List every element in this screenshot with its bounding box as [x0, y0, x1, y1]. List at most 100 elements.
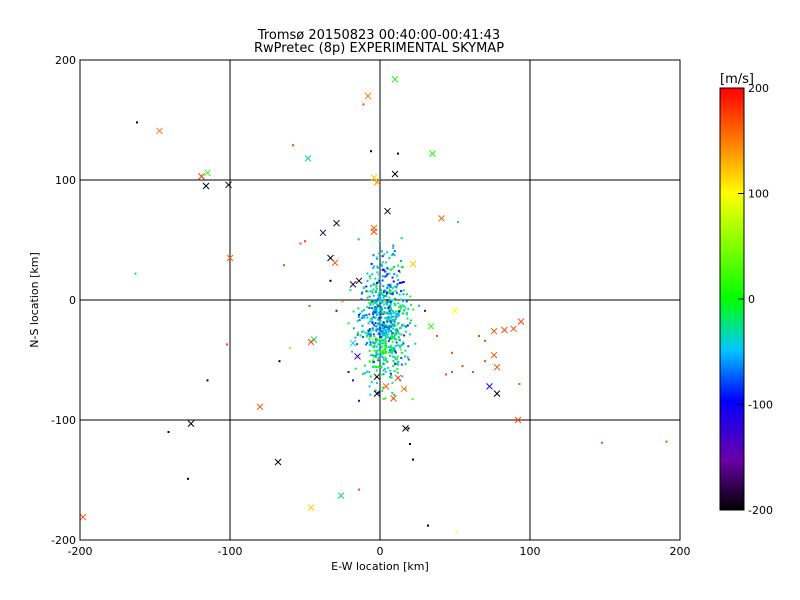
- cluster-dot: [373, 265, 376, 268]
- cluster-dot: [376, 349, 379, 352]
- cluster-dot: [390, 325, 393, 328]
- scatter-dot: [427, 524, 429, 527]
- cluster-dot: [387, 366, 390, 369]
- cluster-dot: [390, 348, 393, 351]
- cluster-dot: [391, 315, 394, 318]
- cluster-dot: [391, 323, 394, 326]
- cluster-dot: [373, 306, 376, 309]
- scatter-cross: [493, 363, 501, 371]
- cluster-dot: [393, 272, 396, 275]
- cluster-dot: [396, 291, 399, 294]
- cluster-dot: [402, 305, 405, 308]
- cluster-dot: [392, 365, 395, 368]
- cluster-dot: [380, 365, 383, 368]
- cluster-dot: [374, 354, 377, 357]
- cluster-dot: [393, 333, 396, 336]
- cluster-dot: [391, 350, 394, 353]
- scatter-dot: [409, 443, 411, 445]
- cluster-dot: [384, 370, 387, 373]
- cluster-dot: [391, 355, 394, 358]
- scatter-cross: [373, 373, 381, 381]
- cluster-dot: [400, 324, 403, 327]
- cluster-dot: [412, 308, 415, 311]
- cluster-dot: [400, 343, 403, 346]
- cluster-dot: [375, 306, 378, 309]
- scatter-dot: [292, 144, 294, 147]
- scatter-dot: [436, 335, 438, 337]
- scatter-dot: [283, 264, 285, 267]
- cluster-dot: [382, 285, 385, 288]
- cluster-dot: [368, 338, 371, 341]
- cluster-dot: [391, 267, 394, 270]
- cluster-dot: [379, 319, 382, 322]
- cluster-dot: [391, 319, 394, 322]
- cluster-dot: [371, 322, 374, 325]
- cluster-dot: [378, 349, 381, 352]
- scatter-cross: [307, 504, 315, 511]
- cluster-dot: [372, 267, 375, 270]
- cross-stroke: [517, 318, 525, 325]
- cluster-dot: [384, 331, 387, 334]
- cross-stroke: [391, 75, 399, 83]
- cluster-dot: [373, 365, 376, 368]
- cluster-dot: [375, 330, 378, 333]
- cluster-dot: [395, 333, 398, 336]
- scatter-dot: [304, 240, 306, 243]
- cluster-dot: [398, 281, 401, 284]
- cluster-dot: [392, 280, 395, 283]
- cluster-dot: [399, 348, 402, 351]
- cluster-dot: [397, 302, 400, 305]
- cluster-dot: [388, 351, 391, 354]
- scatter-cross: [490, 327, 498, 335]
- colorbar-tick-label: -200: [748, 504, 773, 517]
- x-tick-label: 0: [377, 545, 384, 558]
- cluster-dot: [384, 334, 387, 337]
- cluster-dot: [402, 341, 405, 344]
- cross-stroke: [429, 150, 436, 157]
- scatter-dot: [358, 399, 360, 402]
- cluster-dot: [362, 336, 365, 339]
- cluster-dot: [380, 305, 383, 308]
- cluster-dot: [371, 317, 374, 320]
- cluster-dot: [393, 315, 396, 318]
- cluster-dot: [382, 373, 385, 376]
- cross-stroke: [427, 323, 435, 330]
- cluster-dot: [369, 344, 372, 347]
- cluster-dot: [381, 333, 384, 336]
- cross-stroke: [409, 260, 417, 268]
- cluster-dot: [381, 268, 384, 271]
- cluster-dot: [372, 254, 375, 257]
- scatter-cross: [394, 374, 402, 382]
- x-tick-label: 100: [520, 545, 541, 558]
- cluster-dot: [404, 306, 407, 309]
- cluster-dot: [400, 290, 403, 293]
- cluster-dot: [393, 265, 396, 268]
- cluster-dot: [366, 334, 369, 337]
- scatter-dot: [370, 150, 372, 153]
- cluster-dot: [398, 271, 401, 274]
- cross-stroke: [204, 169, 211, 177]
- cluster-dot: [383, 295, 386, 298]
- cluster-dot: [388, 288, 391, 291]
- cluster-dot: [366, 316, 369, 319]
- scatter-cross: [202, 182, 210, 190]
- cross-stroke: [490, 351, 498, 359]
- cluster-dot: [382, 296, 385, 299]
- cluster-dot: [386, 333, 389, 336]
- scatter-points: [80, 75, 668, 533]
- cluster-dot: [374, 322, 377, 325]
- cluster-dot: [389, 346, 392, 349]
- cluster-dot: [375, 312, 378, 315]
- cluster-dot: [394, 324, 397, 327]
- cluster-dot: [379, 338, 382, 341]
- cluster-dot: [398, 338, 401, 341]
- cluster-dot: [372, 310, 375, 313]
- cluster-dot: [381, 352, 384, 355]
- cluster-dot: [360, 316, 363, 319]
- cluster-dot: [378, 317, 381, 320]
- cross-stroke: [451, 307, 459, 315]
- cluster-dot: [369, 342, 372, 345]
- cluster-dot: [392, 359, 395, 362]
- cluster-dot: [400, 281, 403, 284]
- cluster-dot: [400, 363, 403, 366]
